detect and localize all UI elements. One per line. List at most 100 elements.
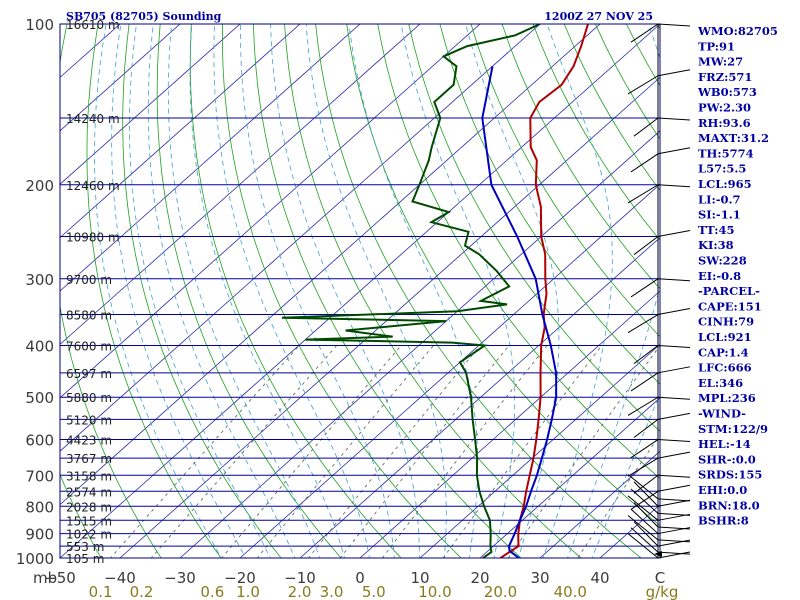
chart-time: 1200Z 27 NOV 25 (544, 10, 653, 23)
pressure-tick-label: 700 (25, 467, 54, 485)
wind-barb-flag (657, 278, 691, 282)
index-entry: TH:5774 (698, 146, 754, 160)
mixing-ratio-labels: 0.1 0.2 0.6 1.0 2.0 3.0 5.0 10.0 20.0 40.0 g/kg (89, 583, 679, 600)
wind-barb (633, 117, 691, 137)
isotherm-line (60, 24, 301, 239)
height-label: 2574 m (66, 485, 112, 499)
mixing-ratio-line (150, 345, 338, 558)
wind-barb (630, 484, 691, 510)
mixing-ratio-tick-label: 1.0 (236, 583, 260, 600)
index-entry: MW:27 (698, 55, 743, 69)
pressure-labels: 100 200 300 400 500 600 700 800 900 1000 (16, 16, 54, 568)
wind-barb-flag (657, 539, 691, 543)
pressure-tick-label: 800 (25, 498, 54, 516)
moist-adiabat-line (400, 24, 516, 558)
wind-barb-staff (630, 488, 659, 514)
index-entry: LI:-0.7 (698, 192, 741, 206)
height-label: 10980 m (66, 230, 120, 244)
isotherm-line (60, 24, 601, 506)
index-entry: MAXT:31.2 (698, 131, 769, 145)
dry-adiabat-line (408, 24, 660, 432)
wind-barb-staff (633, 481, 659, 507)
index-entry: -PARCEL- (698, 284, 760, 298)
index-entry: BRN:18.0 (698, 498, 760, 512)
wind-barb (630, 147, 691, 173)
index-entry: FRZ:571 (698, 70, 752, 84)
wind-barb (630, 23, 691, 43)
wind-barb-flag (657, 512, 691, 516)
wind-barb (627, 396, 691, 416)
wind-barb-flag (657, 484, 691, 492)
index-entry: EL:346 (698, 376, 743, 390)
temperature-tick-label: −20 (224, 569, 256, 587)
wind-barb-flag (657, 117, 691, 121)
wind-barb-staff (630, 23, 659, 43)
height-label: 4423 m (66, 434, 112, 448)
dry-adiabat-line (284, 24, 582, 558)
temperature-tick-label: 20 (470, 569, 489, 587)
mixing-ratio-line (256, 345, 434, 558)
index-entry: TP:91 (698, 39, 735, 53)
wind-barb-staff (633, 236, 659, 256)
height-label: 3767 m (66, 452, 112, 466)
height-label: 5120 m (66, 413, 112, 427)
temperature-tick-label: 30 (530, 569, 549, 587)
moist-adiabat-line (567, 24, 660, 558)
dry-adiabat-line (222, 24, 462, 558)
index-entry: MPL:236 (698, 391, 756, 405)
temperature-tick-label: 40 (590, 569, 609, 587)
index-entry: CINH:79 (698, 315, 754, 329)
index-entry: LCL:921 (698, 330, 752, 344)
wind-barb-staff (633, 474, 659, 494)
wind-barb (627, 308, 691, 334)
index-entry: WMO:82705 (697, 24, 778, 38)
temperature-labels: −50 −40 −30 −20 −10 0 10 20 30 40 C (44, 569, 665, 587)
dry-adiabat-line (470, 24, 660, 338)
wind-barb (633, 345, 691, 365)
mixing-ratio-line (221, 345, 402, 558)
wind-barb-flag (657, 147, 691, 155)
wind-barb-staff (630, 439, 659, 459)
index-entry: SW:228 (698, 254, 747, 268)
wind-barb-staff (627, 515, 659, 541)
height-label: 3158 m (66, 469, 112, 483)
index-entry: CAP:1.4 (698, 345, 749, 359)
dry-adiabat-line (60, 24, 162, 558)
index-entry: -WIND- (698, 407, 746, 421)
mixing-ratio-tick-label: 40.0 (554, 583, 587, 600)
mixing-ratio-tick-label: 5.0 (362, 583, 386, 600)
moist-adiabat-line (270, 24, 420, 558)
index-entry: SRDS:155 (698, 468, 762, 482)
wind-barb-staff (633, 418, 659, 438)
dewpoint-profile (281, 24, 541, 558)
dry-adiabat-line (86, 24, 222, 558)
temperature-tick-label: C (655, 569, 665, 587)
wind-barb (627, 515, 691, 543)
mixing-ratio-unit-label: g/kg (646, 583, 679, 600)
temperature-tick-label: 0 (355, 569, 365, 587)
mixing-ratio-line (381, 345, 548, 558)
height-label: 8580 m (66, 309, 112, 323)
wind-barb-staff (630, 508, 659, 534)
dry-adiabat-line (60, 473, 102, 558)
dry-adiabat-line (315, 24, 642, 558)
moist-adiabat-line (111, 24, 247, 558)
index-entry: HEL:-14 (698, 437, 751, 451)
dry-adiabat-line (252, 24, 522, 558)
wind-barb (627, 69, 691, 95)
chart-title: SB705 (82705) Sounding (66, 10, 222, 23)
isotherm-line (60, 24, 541, 452)
height-label: 1022 m (66, 528, 112, 542)
wind-barb (627, 184, 691, 204)
index-entry: LFC:666 (698, 361, 752, 375)
index-entry: RH:93.6 (698, 116, 751, 130)
pressure-tick-label: 200 (25, 177, 54, 195)
index-entry: WB0:573 (697, 85, 757, 99)
wind-barb-staff (627, 396, 659, 416)
moist-adiabat-line (147, 24, 296, 558)
moist-adiabat-line (167, 24, 321, 558)
moist-adiabat-line (542, 24, 613, 558)
mixing-ratio-tick-label: 2.0 (288, 583, 312, 600)
pressure-tick-label: 1000 (16, 550, 54, 568)
